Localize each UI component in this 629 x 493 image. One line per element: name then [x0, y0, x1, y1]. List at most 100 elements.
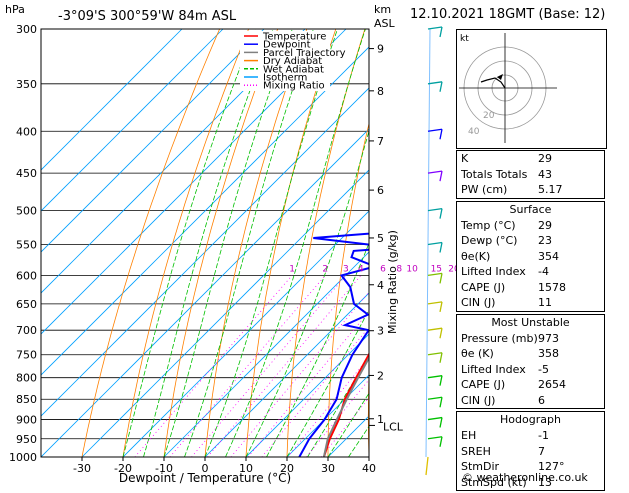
row-value: 127° — [538, 460, 565, 473]
pressure-tick-label: 750 — [16, 349, 37, 362]
row-label: Pressure (mb) — [461, 331, 538, 345]
x-tick-label: 40 — [362, 462, 376, 475]
mixing-ratio-line — [247, 310, 369, 457]
isotherm-line — [41, 29, 224, 212]
mixing-ratio-label: 3 — [343, 264, 349, 274]
isotherm-line — [41, 87, 369, 417]
row-value: 5.17 — [538, 183, 563, 196]
row-value: 7 — [538, 444, 545, 458]
wind-barb — [439, 417, 443, 428]
wind-barb — [427, 207, 443, 212]
pressure-tick-label: 300 — [16, 23, 37, 36]
wet-adiabat-line — [204, 29, 338, 457]
pressure-tick-label: 550 — [16, 238, 37, 251]
pressure-tick-label: 350 — [16, 78, 37, 91]
isotherm-line — [286, 374, 369, 457]
table-row: PW (cm) 5.17 — [457, 182, 604, 198]
wet-adiabat-line — [143, 29, 274, 457]
mixing-ratio-label: 1 — [289, 264, 295, 274]
hodograph-ring-label-40: 40 — [468, 127, 480, 137]
wind-barb — [427, 128, 443, 132]
row-label: θe (K) — [461, 347, 494, 360]
location-title: -3°09'S 300°59'W 84m ASL — [58, 9, 237, 24]
wet-adiabat-line — [266, 242, 369, 457]
temperature-line — [322, 352, 369, 457]
km-tick-label: 1 — [377, 413, 384, 426]
surface-title: Surface — [509, 202, 552, 216]
row-label: K — [461, 152, 469, 165]
table-row: Totals Totals 43 — [457, 167, 604, 183]
km-tick-label: 8 — [377, 85, 384, 98]
isotherm-line — [41, 29, 347, 335]
pressure-tick-label: 1000 — [9, 451, 37, 464]
wind-barbs — [425, 26, 443, 476]
wet-adiabat-line — [245, 129, 369, 457]
dry-adiabat-line — [367, 364, 369, 457]
table-row: θe (K) 358 — [457, 346, 604, 362]
row-label: CAPE (J) — [461, 378, 506, 391]
row-value: 354 — [538, 249, 559, 263]
dry-adiabat-line — [122, 29, 249, 457]
legend-label: Dry Adiabat — [263, 56, 322, 67]
indices-box: K 29 Totals Totals 43 PW (cm) 5.17 — [456, 150, 605, 199]
table-row: K 29 — [457, 151, 604, 167]
wind-barb — [439, 81, 443, 92]
wind-barb — [439, 208, 443, 219]
footer-copyright: © weatheronline.co.uk — [462, 471, 588, 484]
wind-barb — [427, 301, 443, 305]
km-tick-label: 4 — [377, 279, 384, 292]
isotherm-line — [41, 128, 369, 457]
wind-barb — [439, 242, 443, 253]
wind-barb — [427, 416, 443, 421]
indices-panel: K 29 Totals Totals 43 PW (cm) 5.17 Surface Te… — [456, 150, 605, 493]
table-row: StmDir 127° — [457, 459, 604, 475]
table-row: θe(K) 354 — [457, 249, 604, 265]
wind-barb — [439, 26, 443, 38]
legend-label: Temperature — [262, 32, 326, 43]
table-row: Temp (°C) 29 — [457, 218, 604, 234]
wind-barb — [439, 273, 443, 284]
hodograph-storm-marker — [497, 74, 503, 80]
wet-adiabat-line — [286, 308, 369, 457]
dry-adiabat-line — [81, 29, 220, 457]
hodograph: kt 20 40 — [456, 29, 607, 149]
dry-adiabat-line — [245, 29, 337, 457]
x-axis-label: Dewpoint / Temperature (°C) — [119, 471, 291, 485]
x-tick-label: 30 — [321, 462, 335, 475]
x-tick-label: 0 — [202, 462, 209, 475]
isotherm-line — [41, 29, 183, 171]
km-tick-label: 3 — [377, 325, 384, 338]
x-tick-label: 20 — [280, 462, 294, 475]
wind-barb — [439, 129, 443, 140]
isotherm-line — [41, 46, 369, 376]
isotherm-line — [41, 29, 265, 253]
mixing-ratio-label: 20 — [448, 264, 460, 274]
mixing-ratio-label: 15 — [431, 264, 442, 274]
table-row: CAPE (J) 2654 — [457, 377, 604, 393]
pressure-tick-label: 500 — [16, 205, 37, 218]
km-tick-label: 2 — [377, 369, 384, 382]
wind-barb — [439, 171, 443, 182]
pressure-tick-label: 700 — [16, 324, 37, 337]
wind-barb — [427, 26, 443, 30]
row-value: 29 — [538, 218, 552, 232]
wind-barb — [427, 327, 443, 331]
row-label: Lifted Index — [461, 362, 526, 376]
legend-label: Mixing Ratio — [263, 81, 325, 92]
asl-label: ASL — [374, 17, 396, 30]
km-tick-label: 7 — [377, 135, 384, 148]
row-value: 6 — [538, 393, 545, 407]
mixing-ratio-label: 8 — [396, 264, 402, 274]
row-value: 23 — [538, 234, 552, 247]
row-label: StmSpd (kt) — [461, 475, 527, 489]
mixing-ratio-axis-label: Mixing Ratio (g/kg) — [386, 230, 399, 334]
wind-barb — [427, 396, 443, 400]
datetime-header: 12.10.2021 18GMT (Base: 12) — [410, 7, 606, 22]
wind-barb — [439, 301, 443, 312]
isotherm-line — [245, 333, 369, 457]
table-row: Pressure (mb) 973 — [457, 331, 604, 347]
table-row: CIN (J) 11 — [457, 295, 604, 311]
wind-barb — [427, 375, 443, 379]
